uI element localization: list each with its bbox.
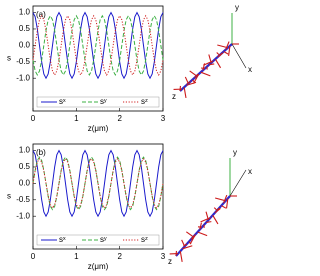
spin-arrow <box>181 239 186 247</box>
x-tick-label: 3 <box>161 114 166 123</box>
y-tick-label: 1.0 <box>19 146 31 155</box>
spin-arrow <box>199 222 202 230</box>
y-tick-label: -1.0 <box>16 211 30 220</box>
legend-label: sʸ <box>100 235 107 244</box>
x-tick-label: 2 <box>117 252 122 261</box>
spin-arrow <box>186 81 191 85</box>
diagram-axis-label: z <box>172 92 176 101</box>
spin-arrow <box>217 52 224 58</box>
x-axis-line <box>231 43 247 69</box>
spin-arrow <box>185 231 194 238</box>
legend-label: sˣ <box>59 235 66 244</box>
plot-frame <box>32 5 164 112</box>
spin-arrow <box>192 79 195 83</box>
spin-arrow <box>179 251 183 262</box>
spin-arrow <box>228 45 231 56</box>
spin-arrow <box>184 76 189 84</box>
y-tick-label: 0.5 <box>19 162 31 171</box>
x-axis-line <box>229 169 247 197</box>
spin-arrow <box>182 245 193 250</box>
series-line <box>32 156 164 211</box>
spin-arrow <box>190 235 196 240</box>
x-tick-label: 0 <box>31 114 36 123</box>
spin-arrow <box>215 197 226 202</box>
spin-arrow <box>197 231 208 237</box>
x-tick-label: 3 <box>161 252 166 261</box>
panel-label: (a) <box>36 10 46 19</box>
spin-arrow <box>216 52 220 56</box>
legend-label: sˣ <box>59 97 66 106</box>
legend-label: sᶻ <box>141 235 148 244</box>
x-tick-label: 0 <box>31 252 36 261</box>
spin-arrow <box>205 211 209 221</box>
y-tick-label: -0.5 <box>16 57 30 66</box>
x-axis-label: z(μm) <box>88 262 109 271</box>
y-tick-label: -1.0 <box>16 73 30 82</box>
y-tick-label: -0.5 <box>16 195 30 204</box>
spin-arrow <box>206 221 212 223</box>
spin-arrow <box>189 70 197 77</box>
x-axis-label: z(μm) <box>88 124 109 133</box>
z-axis-rod <box>179 43 233 92</box>
diagram-axis-label: y <box>233 148 237 157</box>
spin-arrow <box>202 63 206 71</box>
spin-arrow <box>208 54 212 63</box>
spin-arrow <box>186 81 197 86</box>
x-tick-label: 1 <box>74 252 79 261</box>
spin-arrow <box>223 194 228 204</box>
spin-arrow <box>217 44 228 49</box>
spin-arrow <box>213 207 218 211</box>
spin-arrow <box>194 73 199 79</box>
z-axis-rod <box>175 195 231 257</box>
diagram-axis-label: x <box>248 167 252 176</box>
series-line <box>32 149 164 218</box>
spin-arrow <box>223 51 229 55</box>
figure: -1.0 -0.5 0.0 0.5 1.0 0 1 2 3 z(μm) s (a) sˣ sʸ sᶻ y x z -… <box>7 3 252 271</box>
spin-arrow <box>209 63 215 66</box>
y-tick-label: 0.0 <box>19 40 31 49</box>
x-tick-label: 1 <box>74 114 79 123</box>
diagram-axis-label: z <box>168 257 172 266</box>
legend-label: sᶻ <box>141 97 148 106</box>
plot-frame <box>32 143 164 250</box>
y-axis-label: s <box>7 54 11 63</box>
spin-arrow <box>214 58 222 69</box>
y-axis-label: s <box>7 192 11 201</box>
panel-label: (b) <box>36 148 46 157</box>
series-line <box>32 14 164 76</box>
spin-arrow <box>225 41 230 50</box>
diagram-axis-label: y <box>235 3 239 12</box>
x-tick-label: 2 <box>117 114 122 123</box>
spin-arrow <box>221 205 227 209</box>
spin-arrow <box>203 60 214 66</box>
spin-arrow <box>183 87 187 99</box>
y-tick-label: 0.5 <box>19 24 31 33</box>
spin-arrow <box>214 207 221 214</box>
spin-arrow <box>200 217 211 223</box>
spin-arrow <box>188 241 192 245</box>
spin-arrow <box>225 198 229 209</box>
y-tick-label: 0.0 <box>19 178 31 187</box>
series-line <box>32 11 164 80</box>
spin-arrow <box>200 71 211 77</box>
y-tick-label: 1.0 <box>19 8 31 17</box>
legend-label: sʸ <box>100 97 107 106</box>
spin-arrow <box>212 214 219 225</box>
diagram-axis-label: x <box>248 65 252 74</box>
